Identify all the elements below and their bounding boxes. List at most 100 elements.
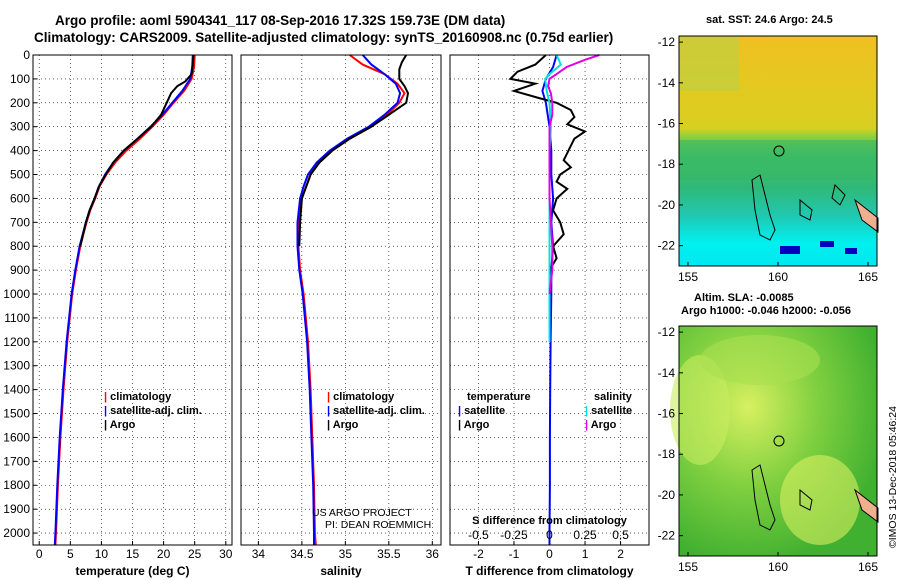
x-tick-label-secondary: 0.25 bbox=[573, 528, 597, 542]
legend-clim-1: | climatology bbox=[104, 391, 171, 403]
legend-swatch-red: | bbox=[104, 391, 108, 403]
sst-dark-cell bbox=[845, 248, 857, 254]
y-tick-label: 1900 bbox=[3, 502, 30, 516]
y-tick-label: 1800 bbox=[3, 478, 30, 492]
sla-map-subtitle: Argo h1000: -0.046 h2000: -0.056 bbox=[681, 305, 851, 317]
legend3-sal-head: salinity bbox=[594, 391, 632, 403]
legend-swatch-black: | bbox=[104, 419, 108, 431]
legend3-s-sat: | satellite bbox=[585, 405, 632, 417]
sst-map-title: sat. SST: 24.6 Argo: 24.5 bbox=[706, 14, 833, 26]
y-tick-label: 1500 bbox=[3, 407, 30, 421]
map-y-tick-label: -16 bbox=[658, 117, 676, 131]
map-x-tick-label: 155 bbox=[678, 270, 698, 284]
legend-swatch-red: | bbox=[327, 391, 331, 403]
credit-line-1: US ARGO PROJECT bbox=[312, 507, 412, 519]
sla-map bbox=[670, 325, 879, 557]
map-y-tick-label: -18 bbox=[658, 447, 676, 461]
sla-blob bbox=[670, 355, 730, 465]
x-tick-label: 20 bbox=[157, 547, 171, 561]
map-y-tick-label: -20 bbox=[658, 198, 676, 212]
x-tick-label: 0 bbox=[36, 547, 43, 561]
x-tick-label-secondary: 0 bbox=[546, 528, 553, 542]
map-x-tick-label: 165 bbox=[858, 270, 878, 284]
sla-map-title: Altim. SLA: -0.0085 bbox=[694, 292, 794, 304]
plot-frame bbox=[449, 54, 650, 546]
coastline bbox=[831, 184, 846, 206]
legend-argo-label: Argo bbox=[332, 419, 359, 431]
y-tick-label: 900 bbox=[10, 263, 30, 277]
sla-blob bbox=[780, 455, 860, 545]
y-tick-label: 2000 bbox=[3, 526, 30, 540]
x-tick-label: 34 bbox=[252, 547, 266, 561]
y-tick-label: 300 bbox=[10, 120, 30, 134]
plot-frame bbox=[32, 54, 233, 546]
coastline bbox=[751, 464, 776, 531]
legend3-s-argo-label: Argo bbox=[590, 419, 617, 431]
series-line-argo bbox=[79, 54, 195, 247]
legend-swatch-black: | bbox=[458, 419, 462, 431]
series-line-salinity-argo bbox=[547, 54, 600, 295]
x-tick-label: 30 bbox=[219, 547, 233, 561]
legend3-s-argo: | Argo bbox=[585, 419, 616, 431]
legend-sat-2: | satellite-adj. clim. bbox=[327, 405, 425, 417]
legend3-s-sat-label: satellite bbox=[591, 405, 633, 417]
title-line-2: Climatology: CARS2009. Satellite-adjuste… bbox=[34, 30, 614, 45]
x-tick-label: 35 bbox=[339, 547, 353, 561]
sla-blob bbox=[700, 335, 820, 385]
series-line-argo bbox=[298, 54, 410, 247]
x-tick-label: 36 bbox=[426, 547, 440, 561]
map-y-tick-label: -14 bbox=[658, 76, 676, 90]
map-x-tick-label: 155 bbox=[678, 560, 698, 574]
credit-line-2: PI: DEAN ROEMMICH bbox=[325, 519, 432, 531]
y-tick-label: 1000 bbox=[3, 287, 30, 301]
x-tick-label-secondary: 0.5 bbox=[612, 528, 629, 542]
y-tick-label: 200 bbox=[10, 96, 30, 110]
map-y-tick-label: -18 bbox=[658, 157, 676, 171]
coastline bbox=[799, 488, 813, 511]
map-y-tick-label: -22 bbox=[658, 239, 676, 253]
legend-clim-2: | climatology bbox=[327, 391, 394, 403]
legend3-temp-head: temperature bbox=[467, 391, 531, 403]
y-tick-label: 500 bbox=[10, 168, 30, 182]
sst-warm-patch bbox=[679, 36, 739, 91]
map-y-tick-label: -22 bbox=[658, 529, 676, 543]
map-x-tick-label: 160 bbox=[768, 560, 788, 574]
legend-swatch-cyan: | bbox=[585, 405, 589, 417]
x-axis-label: salinity bbox=[320, 564, 362, 578]
map-y-tick-label: -12 bbox=[658, 35, 676, 49]
y-tick-label: 1300 bbox=[3, 359, 30, 373]
series-line-climatology bbox=[54, 54, 196, 546]
x-tick-label: 25 bbox=[188, 547, 202, 561]
y-tick-label: 0 bbox=[23, 48, 30, 62]
sst-green-band bbox=[679, 140, 877, 180]
x-tick-label: 34.5 bbox=[290, 547, 314, 561]
imos-timestamp: ©IMOS 13-Dec-2018 05:46:24 bbox=[887, 406, 899, 548]
legend-swatch-blue: | bbox=[327, 405, 331, 417]
y-tick-label: 800 bbox=[10, 239, 30, 253]
coastline bbox=[799, 198, 813, 221]
x-tick-label: 10 bbox=[95, 547, 109, 561]
legend-swatch-blue: | bbox=[104, 405, 108, 417]
legend-clim-label: climatology bbox=[110, 391, 172, 403]
sst-dark-cell bbox=[820, 241, 834, 247]
legend3-t-sat: | satellite bbox=[458, 405, 505, 417]
y-tick-label: 600 bbox=[10, 191, 30, 205]
series-line-satellite-adj-clim- bbox=[296, 54, 402, 545]
legend-sat-label: satellite-adj. clim. bbox=[333, 405, 425, 417]
map-y-tick-label: -12 bbox=[658, 325, 676, 339]
y-tick-label: 1600 bbox=[3, 430, 30, 444]
argo-location-marker bbox=[773, 145, 785, 157]
y-tick-label: 400 bbox=[10, 144, 30, 158]
x-tick-label: 1 bbox=[582, 547, 589, 561]
legend-clim-label: climatology bbox=[333, 391, 395, 403]
legend-swatch-blue: | bbox=[458, 405, 462, 417]
y-tick-label: 1100 bbox=[4, 311, 30, 325]
series-line-satellite-adj-clim- bbox=[53, 54, 194, 546]
legend-argo-label: Argo bbox=[109, 419, 136, 431]
x-tick-label: 5 bbox=[67, 547, 74, 561]
legend-swatch-magenta: | bbox=[585, 419, 589, 431]
map-y-tick-label: -20 bbox=[658, 488, 676, 502]
x-tick-label: 0 bbox=[546, 547, 553, 561]
